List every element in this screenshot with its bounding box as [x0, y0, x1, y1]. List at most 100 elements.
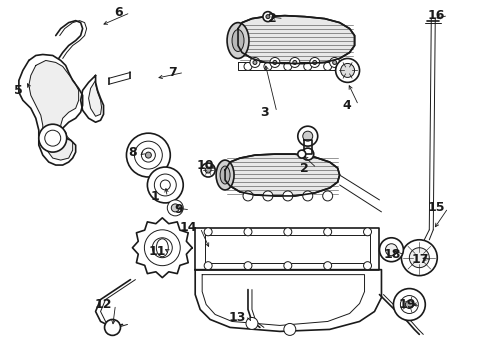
Text: 10: 10	[196, 158, 213, 172]
Circle shape	[401, 240, 436, 276]
Circle shape	[340, 63, 354, 77]
Polygon shape	[205, 235, 369, 263]
Polygon shape	[81, 75, 103, 122]
Circle shape	[283, 323, 295, 336]
Text: 16: 16	[427, 9, 444, 22]
Text: 15: 15	[427, 201, 444, 215]
Circle shape	[363, 262, 371, 270]
Text: 11: 11	[148, 245, 166, 258]
Circle shape	[303, 62, 311, 71]
Circle shape	[263, 12, 272, 22]
Polygon shape	[202, 275, 364, 325]
Circle shape	[252, 60, 256, 64]
Circle shape	[152, 238, 172, 258]
Circle shape	[171, 204, 179, 212]
Text: 2: 2	[267, 12, 276, 25]
Text: 4: 4	[342, 99, 350, 112]
Circle shape	[282, 191, 292, 201]
Circle shape	[322, 191, 332, 201]
Polygon shape	[303, 140, 311, 154]
Circle shape	[126, 133, 170, 177]
Circle shape	[292, 60, 296, 64]
Circle shape	[265, 15, 269, 19]
Circle shape	[343, 62, 351, 71]
Circle shape	[269, 58, 279, 67]
Circle shape	[45, 130, 61, 146]
Polygon shape	[238, 15, 354, 63]
Circle shape	[312, 60, 316, 64]
Text: 12: 12	[95, 298, 112, 311]
Circle shape	[263, 191, 272, 201]
Circle shape	[302, 191, 312, 201]
Circle shape	[283, 62, 291, 71]
Circle shape	[245, 318, 258, 329]
Text: 2: 2	[300, 162, 308, 175]
Text: 6: 6	[114, 6, 122, 19]
Text: 7: 7	[167, 66, 176, 79]
Polygon shape	[19, 54, 82, 165]
Circle shape	[144, 230, 180, 266]
Text: 1: 1	[151, 190, 160, 203]
Circle shape	[201, 163, 215, 177]
Circle shape	[264, 62, 271, 71]
Circle shape	[297, 126, 317, 146]
Ellipse shape	[156, 239, 168, 257]
Circle shape	[385, 244, 397, 256]
Text: 3: 3	[260, 106, 269, 119]
Circle shape	[323, 62, 331, 71]
Circle shape	[205, 167, 211, 173]
Circle shape	[301, 148, 313, 160]
Text: 13: 13	[228, 311, 245, 324]
Circle shape	[249, 58, 260, 67]
Ellipse shape	[226, 23, 248, 58]
Circle shape	[244, 62, 251, 71]
Circle shape	[243, 191, 252, 201]
Circle shape	[145, 152, 151, 158]
Polygon shape	[195, 270, 381, 332]
Ellipse shape	[232, 30, 244, 51]
Circle shape	[323, 262, 331, 270]
Circle shape	[104, 319, 120, 336]
Text: 19: 19	[398, 298, 415, 311]
Circle shape	[167, 200, 183, 216]
Text: 9: 9	[174, 203, 182, 216]
Polygon shape	[238, 62, 354, 71]
Circle shape	[283, 262, 291, 270]
Circle shape	[134, 141, 162, 169]
Circle shape	[302, 131, 312, 141]
Circle shape	[203, 262, 212, 270]
Circle shape	[400, 296, 417, 314]
Circle shape	[309, 58, 319, 67]
Text: 8: 8	[128, 145, 137, 159]
Circle shape	[408, 248, 428, 268]
Polygon shape	[195, 228, 379, 270]
Circle shape	[244, 262, 251, 270]
Circle shape	[323, 228, 331, 236]
Circle shape	[283, 228, 291, 236]
Circle shape	[272, 60, 276, 64]
Text: 17: 17	[411, 253, 428, 266]
Circle shape	[297, 150, 305, 158]
Circle shape	[154, 174, 176, 196]
Ellipse shape	[220, 166, 229, 184]
Circle shape	[393, 289, 425, 320]
Circle shape	[405, 301, 412, 309]
Ellipse shape	[216, 160, 234, 190]
Circle shape	[244, 228, 251, 236]
Circle shape	[147, 167, 183, 203]
Circle shape	[329, 58, 339, 67]
Circle shape	[141, 148, 155, 162]
Polygon shape	[88, 80, 102, 116]
Circle shape	[160, 180, 170, 190]
Polygon shape	[29, 60, 79, 160]
Circle shape	[332, 60, 336, 64]
Circle shape	[379, 238, 403, 262]
Text: 14: 14	[179, 221, 197, 234]
Circle shape	[335, 58, 359, 82]
Polygon shape	[224, 154, 339, 196]
Circle shape	[203, 228, 212, 236]
Circle shape	[289, 58, 299, 67]
Circle shape	[363, 228, 371, 236]
Text: 5: 5	[15, 84, 23, 97]
Circle shape	[39, 124, 66, 152]
